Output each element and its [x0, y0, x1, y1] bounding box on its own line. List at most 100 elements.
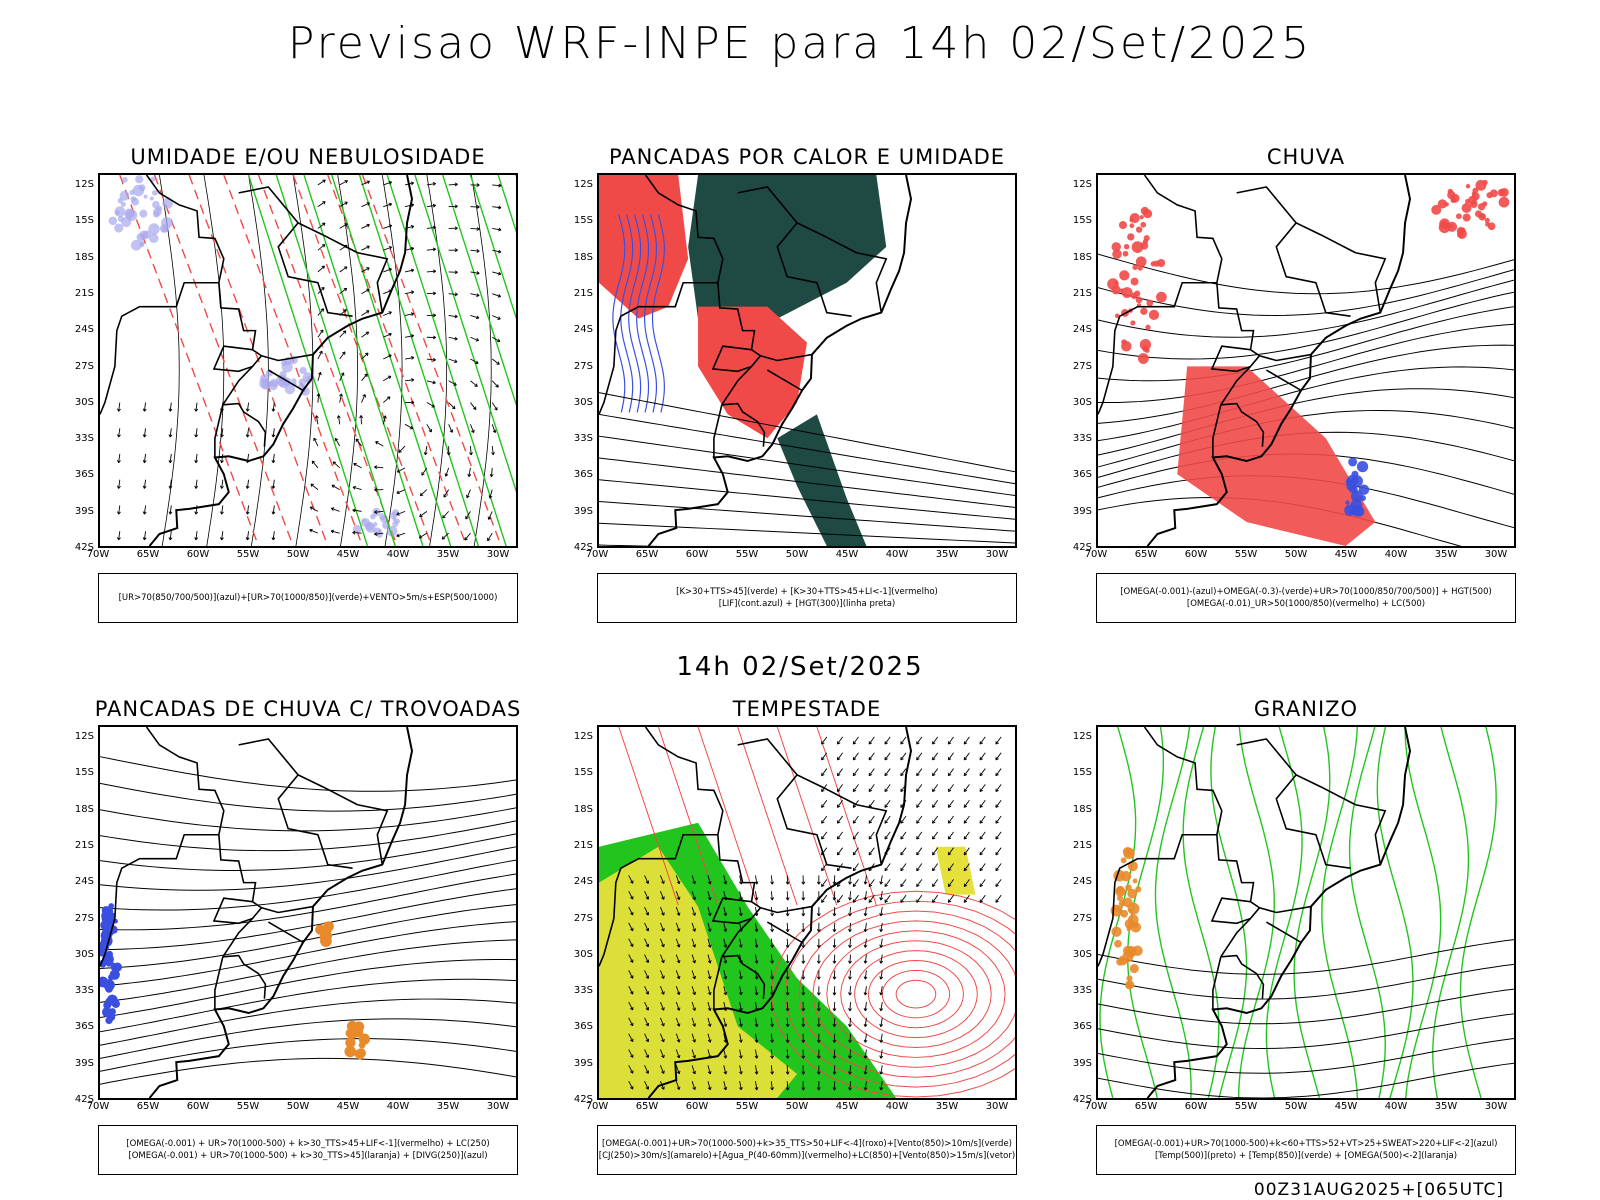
- border-line: [856, 803, 888, 865]
- border-line: [267, 369, 304, 392]
- lat-tick: 21S: [573, 840, 593, 851]
- lon-tick: 35W: [436, 1101, 460, 1112]
- lat-tick: 27S: [573, 912, 593, 924]
- lon-tick: 60W: [186, 549, 210, 560]
- lon-tick: 70W: [1084, 549, 1108, 560]
- panel-legend: [OMEGA(-0.001)+UR>70(1000-500)+k>35_TTS>…: [597, 1125, 1017, 1175]
- lat-tick: 42S: [74, 542, 94, 553]
- lat-tick: 36S: [1072, 469, 1092, 481]
- legend-line: [OMEGA(-0.001) + UR>70(1000-500) + k>30_…: [126, 1139, 490, 1149]
- lat-tick: 15S: [573, 767, 593, 779]
- longitude-labels: 70W 65W 60W 55W 50W 45W 40W 35W 30W: [87, 549, 518, 563]
- lon-tick: 30W: [985, 549, 1009, 560]
- border-line: [856, 251, 888, 313]
- border-line: [100, 281, 219, 415]
- lat-tick: 27S: [573, 360, 593, 372]
- border-line: [238, 738, 299, 776]
- border-line: [1259, 353, 1312, 362]
- border-line: [711, 345, 752, 373]
- lon-tick: 45W: [1334, 549, 1358, 560]
- latitude-labels: 12S 15S 18S 21S 24S 27S 30S 33S 36S 39S 42S: [1066, 725, 1096, 1105]
- panel-title: TEMPESTADE: [732, 697, 882, 721]
- lon-tick: 55W: [236, 1101, 260, 1112]
- border-line: [760, 353, 813, 362]
- lat-tick: 24S: [1072, 876, 1092, 888]
- lat-tick: 30S: [573, 396, 593, 408]
- border-line: [145, 175, 263, 406]
- longitude-labels: 70W 65W 60W 55W 50W 45W 40W 35W 30W: [1085, 549, 1516, 563]
- lon-tick: 35W: [436, 549, 460, 560]
- lat-tick: 27S: [1072, 912, 1092, 924]
- lat-tick: 21S: [1072, 840, 1092, 851]
- lat-tick: 24S: [74, 876, 94, 888]
- lat-tick: 33S: [573, 985, 593, 997]
- border-line: [711, 897, 752, 925]
- lon-tick: 45W: [1334, 1101, 1358, 1112]
- lat-tick: 24S: [573, 876, 593, 888]
- map-area: [1096, 173, 1516, 548]
- lat-tick: 39S: [1072, 1057, 1092, 1069]
- lat-tick: 36S: [74, 1021, 94, 1033]
- lat-tick: 24S: [1072, 324, 1092, 336]
- lat-tick: 15S: [1072, 767, 1092, 779]
- lat-tick: 33S: [1072, 433, 1092, 445]
- lat-tick: 12S: [573, 731, 593, 743]
- border-line: [776, 221, 857, 317]
- latitude-labels: 12S 15S 18S 21S 24S 27S 30S 33S 36S 39S 42S: [68, 173, 98, 553]
- border-line: [599, 281, 718, 415]
- lon-tick: 60W: [1184, 549, 1208, 560]
- main-title: Previsao WRF-INPE para 14h 02/Set/2025: [287, 18, 1313, 69]
- map-panel-tempestade: TEMPESTADE 12S 15S 18S 21S 24S 27S 30S 33S 36S 39S…: [567, 697, 1047, 1177]
- lon-tick: 30W: [486, 1101, 510, 1112]
- lat-tick: 24S: [573, 324, 593, 336]
- border-line: [100, 833, 219, 967]
- lat-tick: 18S: [573, 251, 593, 263]
- lat-tick: 39S: [1072, 505, 1092, 517]
- lat-tick: 30S: [74, 948, 94, 960]
- longitude-labels: 70W 65W 60W 55W 50W 45W 40W 35W 30W: [87, 1101, 518, 1115]
- lon-tick: 50W: [785, 549, 809, 560]
- latitude-labels: 12S 15S 18S 21S 24S 27S 30S 33S 36S 39S 42S: [567, 173, 597, 553]
- border-line: [644, 727, 762, 958]
- map-panel-pancadas-calor: PANCADAS POR CALOR E UMIDADE 12S 15S 18S 21S…: [567, 145, 1047, 625]
- map-area: [98, 173, 518, 548]
- lat-tick: 12S: [573, 179, 593, 191]
- lat-tick: 12S: [1072, 179, 1092, 191]
- border-line: [713, 404, 723, 458]
- panel-title: UMIDADE E/OU NEBULOSIDADE: [130, 145, 486, 169]
- legend-line: [OMEGA(-0.001) + UR>70(1000-500) + k>30_…: [128, 1151, 488, 1161]
- forecast-time-label: 14h 02/Set/2025: [676, 652, 924, 682]
- lon-tick: 55W: [735, 549, 759, 560]
- lon-tick: 45W: [835, 549, 859, 560]
- lat-tick: 12S: [74, 731, 94, 743]
- lon-tick: 55W: [1234, 1101, 1258, 1112]
- border-line: [1212, 404, 1222, 458]
- latitude-labels: 12S 15S 18S 21S 24S 27S 30S 33S 36S 39S 42S: [567, 725, 597, 1105]
- coastline: [1146, 727, 1412, 1098]
- lat-tick: 27S: [74, 360, 94, 372]
- border-line: [145, 727, 263, 958]
- lon-tick: 60W: [1184, 1101, 1208, 1112]
- lon-tick: 70W: [585, 549, 609, 560]
- map-panel-granizo: GRANIZO 12S 15S 18S 21S 24S 27S 30S 33S 36S 39S 42S…: [1066, 697, 1546, 1177]
- lat-tick: 36S: [573, 469, 593, 481]
- lon-tick: 60W: [685, 549, 709, 560]
- lat-tick: 18S: [1072, 251, 1092, 263]
- lon-tick: 50W: [1284, 549, 1308, 560]
- lon-tick: 40W: [1384, 549, 1408, 560]
- legend-line: [OMEGA(-0.01)_UR>50(1000/850)(vermelho) …: [1186, 599, 1426, 609]
- border-line: [277, 773, 358, 869]
- lat-tick: 24S: [74, 324, 94, 336]
- map-area: [98, 725, 518, 1100]
- panel-legend: [K>30+TTS>45](verde) + [K>30+TTS>45+LI<-…: [597, 573, 1017, 623]
- coastline: [148, 175, 414, 546]
- border-line: [1265, 369, 1302, 392]
- lon-tick: 65W: [136, 549, 160, 560]
- border-line: [212, 345, 253, 373]
- lon-tick: 50W: [286, 1101, 310, 1112]
- border-line: [644, 175, 762, 406]
- legend-line: [UR>70(850/700/500)](azul)+[UR>70(1000/8…: [118, 593, 498, 603]
- lat-tick: 21S: [74, 840, 94, 851]
- border-line: [737, 186, 798, 224]
- lat-tick: 39S: [573, 505, 593, 517]
